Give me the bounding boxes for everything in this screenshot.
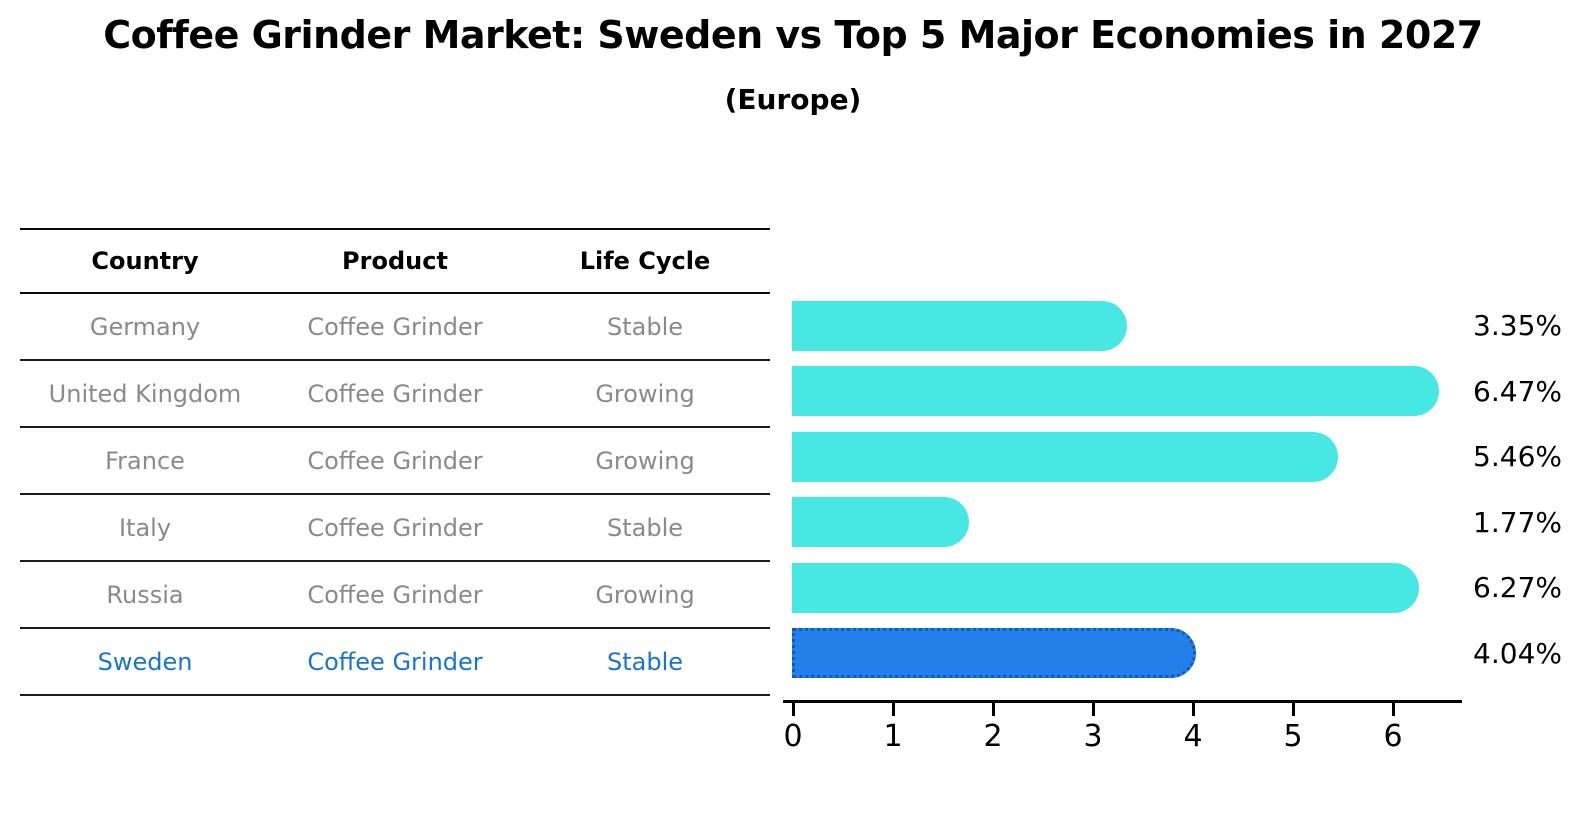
page-subtitle: (Europe) — [724, 83, 862, 116]
cell-country: Russia — [106, 580, 184, 609]
cell-life-cycle: Stable — [606, 647, 684, 676]
table-row-france: France Coffee Grinder Growing — [20, 428, 770, 495]
cell-country: France — [105, 446, 185, 475]
value-label-italy: 1.77% — [1473, 505, 1562, 539]
bar-germany — [792, 300, 1127, 351]
x-tick-label: 2 — [983, 719, 1003, 754]
column-header-country: Country — [91, 247, 199, 275]
bar-row — [792, 621, 1439, 687]
bar-russia — [792, 562, 1419, 613]
page-title: Coffee Grinder Market: Sweden vs Top 5 M… — [103, 13, 1483, 57]
cell-country: Italy — [118, 513, 172, 542]
cell-product: Coffee Grinder — [307, 379, 483, 408]
table-row-russia: Russia Coffee Grinder Growing — [20, 562, 770, 629]
cell-product: Coffee Grinder — [307, 446, 483, 475]
x-tick-mark — [991, 703, 995, 716]
value-label-united-kingdom: 6.47% — [1473, 374, 1562, 408]
x-tick-mark — [1091, 703, 1095, 716]
cell-country: Germany — [89, 312, 201, 341]
column-header-life-cycle: Life Cycle — [579, 247, 711, 275]
bar-row — [792, 293, 1439, 359]
bar-sweden — [792, 628, 1196, 679]
x-tick-label: 4 — [1183, 719, 1203, 754]
x-tick-mark — [891, 703, 895, 716]
x-tick-label: 3 — [1083, 719, 1103, 754]
value-label-france: 5.46% — [1473, 440, 1562, 474]
x-tick-label: 6 — [1383, 719, 1403, 754]
cell-product: Coffee Grinder — [307, 312, 483, 341]
table-row-sweden: Sweden Coffee Grinder Stable — [20, 629, 770, 696]
bar-row — [792, 490, 1439, 556]
value-label-sweden: 4.04% — [1473, 636, 1562, 670]
x-tick-label: 0 — [783, 719, 803, 754]
bar-united-kingdom — [792, 366, 1439, 417]
x-tick-mark — [1191, 703, 1195, 716]
bar-row — [792, 555, 1439, 621]
x-tick-mark — [1391, 703, 1395, 716]
table-row-italy: Italy Coffee Grinder Stable — [20, 495, 770, 562]
data-table: Country Product Life Cycle Germany Coffe… — [20, 228, 770, 696]
cell-life-cycle: Stable — [606, 513, 684, 542]
x-axis-line — [783, 700, 1462, 703]
bar-row — [792, 359, 1439, 425]
x-tick-mark — [1291, 703, 1295, 716]
bar-france — [792, 431, 1338, 482]
value-label-germany: 3.35% — [1473, 309, 1562, 343]
bar-row — [792, 424, 1439, 490]
x-tick-label: 5 — [1283, 719, 1303, 754]
value-labels: 3.35% 6.47% 5.46% 1.77% 6.27% 4.04% — [1450, 293, 1562, 686]
cell-life-cycle: Growing — [595, 446, 695, 475]
cell-life-cycle: Growing — [595, 379, 695, 408]
cell-life-cycle: Growing — [595, 580, 695, 609]
x-tick-label: 1 — [883, 719, 903, 754]
bar-chart — [792, 293, 1439, 686]
cell-product: Coffee Grinder — [307, 647, 483, 676]
cell-country: Sweden — [97, 647, 193, 676]
cell-life-cycle: Stable — [606, 312, 684, 341]
cell-country: United Kingdom — [48, 379, 242, 408]
cell-product: Coffee Grinder — [307, 580, 483, 609]
column-header-product: Product — [342, 247, 448, 275]
x-axis: 0 1 2 3 4 5 6 — [783, 700, 1462, 770]
table-row-united-kingdom: United Kingdom Coffee Grinder Growing — [20, 361, 770, 428]
x-tick-mark — [791, 703, 795, 716]
bar-italy — [792, 497, 969, 548]
cell-product: Coffee Grinder — [307, 513, 483, 542]
table-row-germany: Germany Coffee Grinder Stable — [20, 294, 770, 361]
value-label-russia: 6.27% — [1473, 571, 1562, 605]
table-header-row: Country Product Life Cycle — [20, 230, 770, 294]
